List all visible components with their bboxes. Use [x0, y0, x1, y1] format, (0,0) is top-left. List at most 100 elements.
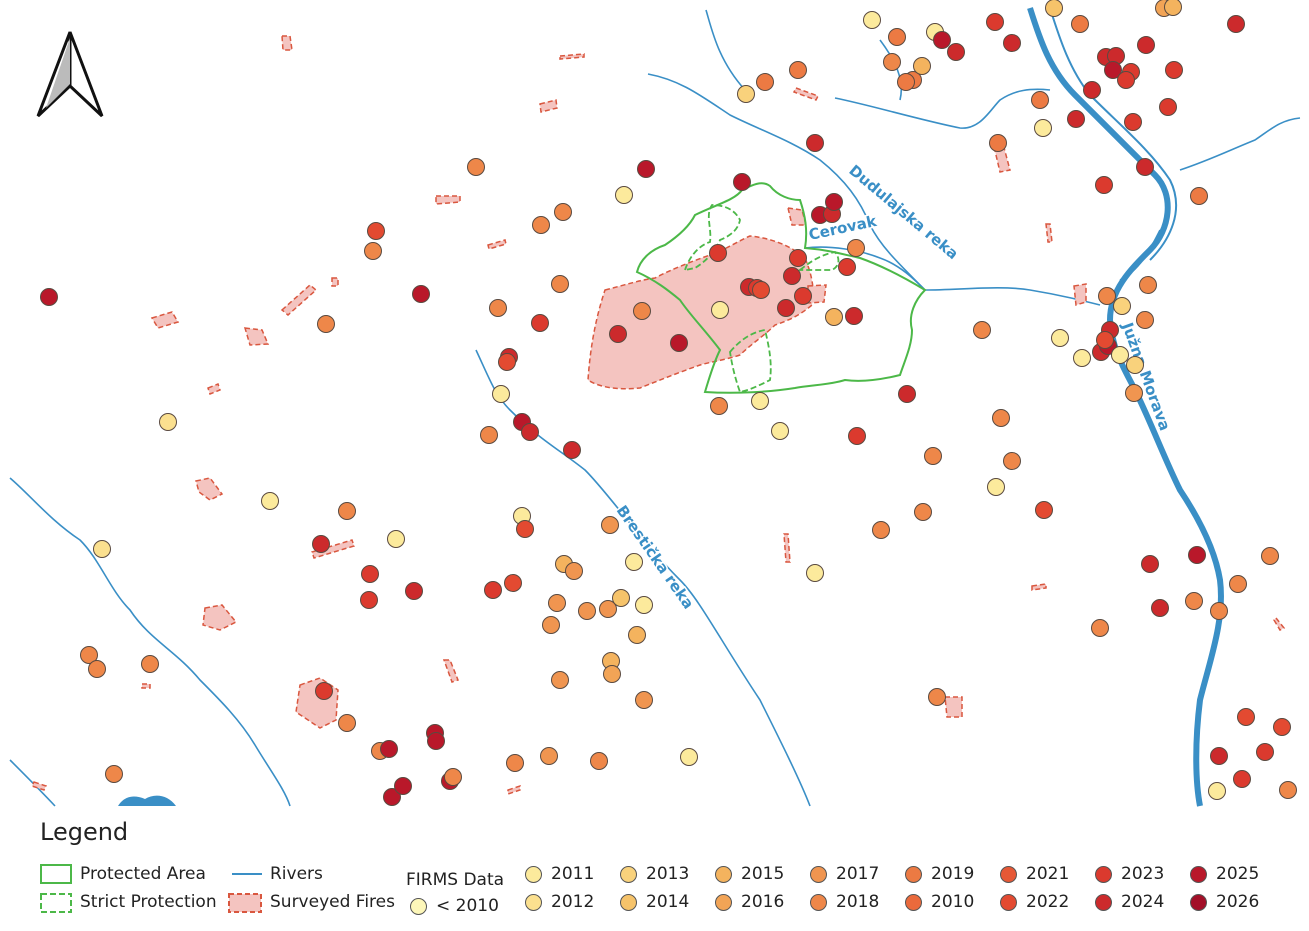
- firms-point: [1031, 91, 1049, 109]
- river-morava-bank: [1049, 7, 1178, 261]
- firms-point: [467, 158, 485, 176]
- river-north-b: [834, 88, 1051, 129]
- firms-point: [1045, 0, 1063, 17]
- firms-point: [380, 740, 398, 758]
- firms-point: [504, 574, 522, 592]
- legend-year-12: 2022: [1026, 892, 1070, 912]
- surveyed-fire-10: [150, 311, 180, 329]
- firms-point: [1067, 110, 1085, 128]
- firms-point: [1190, 187, 1208, 205]
- firms-point: [1164, 0, 1182, 16]
- firms-point: [863, 11, 881, 29]
- firms-point: [1137, 36, 1155, 54]
- firms-point: [489, 299, 507, 317]
- firms-point: [825, 193, 843, 211]
- legend-year-2: 2012: [551, 892, 595, 912]
- legend-protected-area: Protected Area: [80, 864, 206, 884]
- firms-point: [1136, 311, 1154, 329]
- firms-point: [709, 244, 727, 262]
- firms-point: [992, 409, 1010, 427]
- firms-point: [635, 691, 653, 709]
- protected-area-symbol: [40, 864, 72, 884]
- surveyed-fire-4: [243, 327, 270, 346]
- firms-point: [312, 535, 330, 553]
- firms-point: [771, 422, 789, 440]
- firms-point: [548, 594, 566, 612]
- surveyed-fire-9: [281, 35, 293, 51]
- legend-dot-9: [905, 866, 922, 883]
- legend-dot-11: [1000, 866, 1017, 883]
- surveyed-fires-layer: [30, 35, 1286, 796]
- firms-point: [1051, 329, 1069, 347]
- firms-point: [317, 315, 335, 333]
- legend-year-13: 2023: [1121, 864, 1165, 884]
- firms-point: [412, 285, 430, 303]
- legend-dot-10: [905, 894, 922, 911]
- firms-point: [1098, 287, 1116, 305]
- firms-point: [1229, 575, 1247, 593]
- firms-point: [838, 258, 856, 276]
- firms-point: [888, 28, 906, 46]
- lake: [118, 795, 176, 806]
- firms-point: [1071, 15, 1089, 33]
- firms-point: [338, 714, 356, 732]
- firms-point: [1003, 452, 1021, 470]
- legend-dot-7: [810, 866, 827, 883]
- legend-dot-13: [1095, 866, 1112, 883]
- firms-point: [1073, 349, 1091, 367]
- surveyed-fire-17: [435, 195, 461, 205]
- firms-point: [733, 173, 751, 191]
- firms-point: [261, 492, 279, 510]
- surveyed-fire-2: [202, 604, 238, 631]
- firms-point: [1237, 708, 1255, 726]
- legend-year-4: 2014: [646, 892, 690, 912]
- firms-point: [364, 242, 382, 260]
- firms-point: [794, 287, 812, 305]
- firms-point: [367, 222, 385, 240]
- firms-point: [737, 85, 755, 103]
- firms-points-layer: [40, 0, 1297, 806]
- firms-point: [872, 521, 890, 539]
- firms-point: [1091, 619, 1109, 637]
- river-juzna-morava: [1027, 7, 1224, 807]
- firms-point: [159, 413, 177, 431]
- firms-point: [670, 334, 688, 352]
- firms-point: [1210, 602, 1228, 620]
- firms-point: [914, 503, 932, 521]
- river-west: [9, 477, 291, 807]
- firms-point: [387, 530, 405, 548]
- firms-point: [789, 61, 807, 79]
- firms-point: [1124, 113, 1142, 131]
- firms-point: [789, 249, 807, 267]
- firms-point: [88, 660, 106, 678]
- north-arrow-icon: [36, 31, 104, 118]
- firms-point: [1113, 297, 1131, 315]
- river-cerovak: [804, 246, 926, 291]
- firms-point: [1233, 770, 1251, 788]
- river-labels: Dudulajska reka Cerovak Južna Morava Bre…: [611, 160, 1175, 614]
- legend-rivers: Rivers: [270, 864, 323, 884]
- legend-year-3: 2013: [646, 864, 690, 884]
- firms-point: [565, 562, 583, 580]
- legend-dot-0: [410, 898, 427, 915]
- firms-point: [105, 765, 123, 783]
- legend-title: Legend: [40, 818, 129, 846]
- rivers-symbol: [232, 873, 262, 875]
- firms-point: [1034, 119, 1052, 137]
- surveyed-fire-main: [587, 235, 814, 390]
- firms-point: [542, 616, 560, 634]
- legend-year-14: 2024: [1121, 892, 1165, 912]
- surveyed-fire-21: [1273, 616, 1286, 631]
- firms-point: [752, 281, 770, 299]
- firms-point: [1165, 61, 1183, 79]
- firms-point: [484, 581, 502, 599]
- firms-point: [783, 267, 801, 285]
- river-dudulajska: [647, 73, 1101, 306]
- firms-point: [590, 752, 608, 770]
- legend-year-0: < 2010: [436, 896, 499, 916]
- firms-point: [531, 314, 549, 332]
- firms-point: [928, 688, 946, 706]
- firms-point: [947, 43, 965, 61]
- surveyed-fire-20: [559, 53, 585, 60]
